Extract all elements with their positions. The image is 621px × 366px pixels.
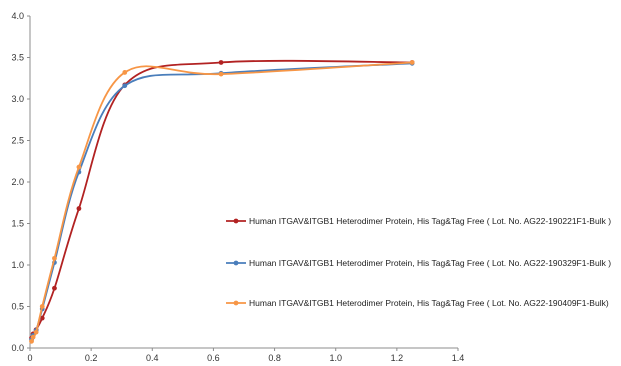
- y-tick-label: 4.0: [11, 11, 24, 21]
- data-point: [39, 304, 45, 309]
- legend-entry: Human ITGAV&ITGB1 Heterodimer Protein, H…: [226, 216, 611, 226]
- data-point: [39, 315, 45, 321]
- data-point: [33, 329, 39, 335]
- legend-swatch-marker: [233, 260, 239, 266]
- legend-entry: Human ITGAV&ITGB1 Heterodimer Protein, H…: [226, 258, 611, 268]
- data-point: [409, 60, 415, 65]
- y-tick-label: 0.5: [11, 302, 24, 312]
- legend-label: Human ITGAV&ITGB1 Heterodimer Protein, H…: [249, 258, 611, 268]
- series-3: [29, 60, 415, 344]
- legend-swatch-marker: [233, 218, 239, 224]
- data-point: [76, 206, 82, 211]
- chart-axes: 0.0 0.5 1.0 1.5 2.0 2.5 3.0 3.5 4.0 0 0.2 0.4 0.6 0.8…: [11, 11, 464, 363]
- data-point: [52, 255, 57, 261]
- data-point: [29, 338, 34, 344]
- x-tick-label: 1.0: [329, 353, 342, 363]
- data-point: [218, 71, 224, 77]
- y-tick-label: 3.0: [11, 94, 24, 104]
- series-layer: [29, 59, 415, 344]
- legend-swatch-marker: [233, 300, 239, 306]
- y-tick-label: 1.5: [11, 219, 24, 229]
- legend-label: Human ITGAV&ITGB1 Heterodimer Protein, H…: [249, 298, 609, 308]
- x-tick-label: 0.6: [207, 353, 220, 363]
- y-tick-label: 2.5: [11, 136, 24, 146]
- data-point: [30, 334, 36, 340]
- legend: Human ITGAV&ITGB1 Heterodimer Protein, H…: [226, 216, 611, 308]
- legend-label: Human ITGAV&ITGB1 Heterodimer Protein, H…: [249, 216, 611, 226]
- x-tick-label: 0.8: [268, 353, 281, 363]
- data-point: [76, 164, 82, 170]
- y-tick-label: 3.5: [11, 53, 24, 63]
- x-tick-label: 0: [27, 353, 32, 363]
- data-point: [122, 70, 128, 75]
- y-tick-label: 0.0: [11, 343, 24, 353]
- x-tick-label: 1.4: [452, 353, 465, 363]
- legend-entry: Human ITGAV&ITGB1 Heterodimer Protein, H…: [226, 298, 609, 308]
- y-tick-label: 2.0: [11, 177, 24, 187]
- data-point: [122, 83, 128, 89]
- x-tick-label: 0.2: [85, 353, 98, 363]
- series-line: [30, 59, 413, 339]
- x-tick-label: 1.2: [391, 353, 404, 363]
- data-point: [52, 285, 57, 291]
- x-tick-label: 0.4: [146, 353, 159, 363]
- y-tick-label: 1.0: [11, 260, 24, 270]
- data-point: [218, 60, 224, 65]
